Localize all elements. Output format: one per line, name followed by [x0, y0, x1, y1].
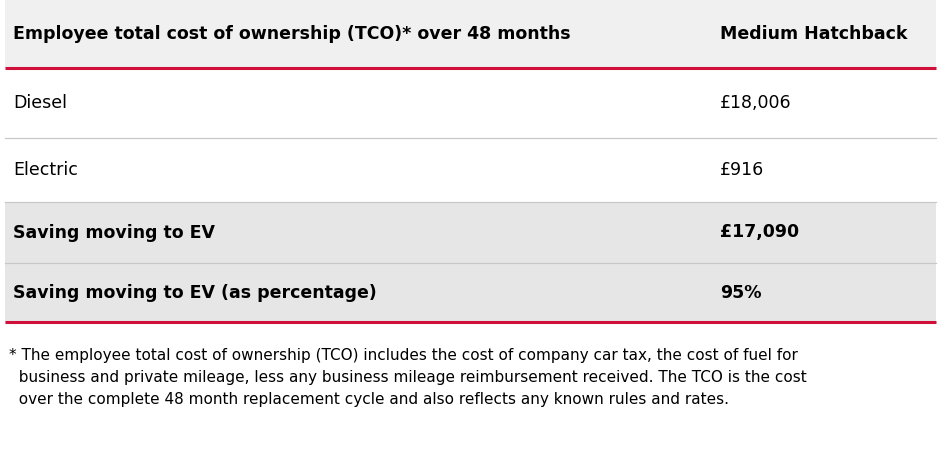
Text: Electric: Electric	[13, 161, 78, 179]
Text: £17,090: £17,090	[720, 223, 799, 242]
Text: £18,006: £18,006	[720, 94, 792, 112]
Bar	[5, 202, 936, 263]
Text: over the complete 48 month replacement cycle and also reflects any known rules a: over the complete 48 month replacement c…	[9, 392, 729, 407]
Bar	[5, 0, 936, 68]
Bar	[5, 263, 936, 322]
Text: 95%: 95%	[720, 283, 762, 302]
Text: Diesel: Diesel	[13, 94, 67, 112]
Text: Employee total cost of ownership (TCO)* over 48 months: Employee total cost of ownership (TCO)* …	[13, 25, 570, 43]
Text: Saving moving to EV: Saving moving to EV	[13, 223, 215, 242]
Text: £916: £916	[720, 161, 764, 179]
Text: Medium Hatchback: Medium Hatchback	[720, 25, 907, 43]
Text: * The employee total cost of ownership (TCO) includes the cost of company car ta: * The employee total cost of ownership (…	[9, 348, 798, 363]
Text: business and private mileage, less any business mileage reimbursement received. : business and private mileage, less any b…	[9, 370, 807, 385]
Text: Saving moving to EV (as percentage): Saving moving to EV (as percentage)	[13, 283, 377, 302]
